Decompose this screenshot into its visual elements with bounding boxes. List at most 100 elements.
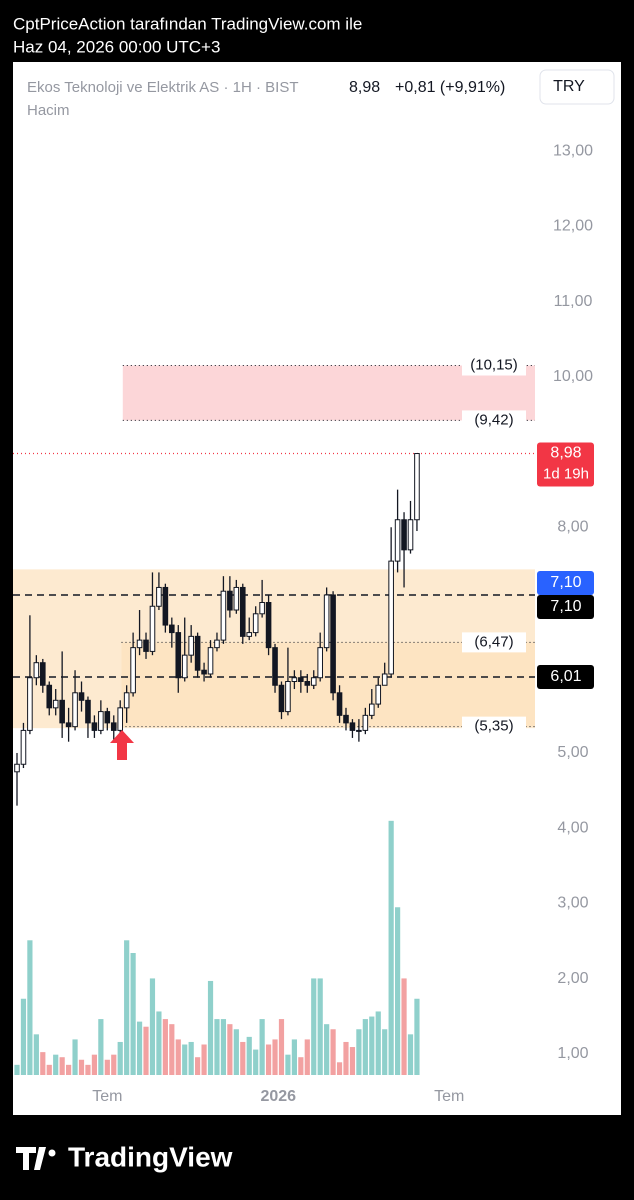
volume-bar bbox=[407, 1034, 414, 1075]
level-label: (10,15) bbox=[470, 356, 518, 373]
candle-body bbox=[188, 635, 194, 656]
candle-body bbox=[91, 722, 98, 731]
volume-bar bbox=[20, 998, 27, 1075]
volume-bar bbox=[265, 1044, 272, 1075]
volume-bar bbox=[175, 1039, 181, 1075]
candle-body bbox=[59, 699, 65, 724]
candle-body bbox=[278, 684, 285, 713]
price-badge-label: 6,01 bbox=[550, 668, 581, 685]
price-badge-label: 7,10 bbox=[550, 598, 581, 615]
zone bbox=[121, 642, 535, 727]
x-tick-label: Tem bbox=[434, 1088, 464, 1105]
price-badge-label: 8,98 bbox=[550, 445, 581, 462]
price-badge bbox=[537, 570, 594, 595]
volume-bar bbox=[40, 1052, 46, 1075]
volume-bar bbox=[182, 1044, 188, 1075]
volume-bar bbox=[66, 1064, 72, 1075]
candle-body bbox=[220, 590, 227, 641]
candle-body bbox=[252, 613, 259, 634]
candle-body bbox=[123, 692, 130, 709]
candle-body bbox=[214, 639, 220, 649]
logo: TradingView bbox=[68, 1141, 233, 1172]
candle-body bbox=[304, 681, 311, 686]
y-tick-label: 4,00 bbox=[557, 819, 588, 836]
volume-bar bbox=[394, 907, 401, 1075]
volume-bar bbox=[227, 1024, 233, 1075]
volume-bar bbox=[330, 1029, 336, 1075]
volume-bar bbox=[324, 1024, 330, 1075]
volume-bar bbox=[14, 1064, 20, 1075]
volume-bar bbox=[104, 1059, 110, 1075]
volume-bar bbox=[156, 1011, 162, 1075]
arrow bbox=[110, 730, 134, 760]
x-tick-label: 2026 bbox=[260, 1088, 296, 1105]
currency[interactable]: TRY bbox=[553, 78, 585, 95]
candle-body bbox=[65, 722, 72, 728]
volume-bar bbox=[343, 1041, 349, 1075]
volume-bar bbox=[169, 1024, 175, 1075]
candle-body bbox=[149, 605, 156, 652]
candle-body bbox=[72, 692, 78, 728]
volume-bar bbox=[304, 1039, 310, 1075]
date: Haz 04, 2026 00:00 UTC+3 bbox=[13, 37, 220, 56]
candle-body bbox=[175, 632, 182, 679]
candle-body bbox=[162, 586, 169, 626]
y-tick-label: 10,00 bbox=[553, 368, 593, 385]
candle-body bbox=[394, 519, 401, 562]
y-tick-label: 5,00 bbox=[557, 744, 588, 761]
volume-bar bbox=[382, 1029, 388, 1075]
level-label: (6,47) bbox=[474, 633, 513, 650]
level-label-bg bbox=[462, 355, 526, 376]
price-badge bbox=[537, 442, 594, 487]
volume-bar bbox=[291, 1039, 297, 1075]
volume-bar bbox=[98, 1019, 104, 1075]
candle-body bbox=[285, 681, 291, 713]
y-tick-label: 2,00 bbox=[557, 970, 588, 987]
volume-bar bbox=[214, 1019, 220, 1075]
y-tick-label: 12,00 bbox=[553, 218, 593, 235]
candle-body bbox=[233, 586, 240, 611]
volume-bar bbox=[401, 978, 407, 1075]
volume-bar bbox=[311, 978, 317, 1075]
volume-bar bbox=[136, 1021, 143, 1075]
volume-bar bbox=[33, 1034, 39, 1075]
candle-body bbox=[169, 624, 175, 634]
volume-bar bbox=[130, 953, 136, 1075]
candle-body bbox=[85, 699, 91, 724]
candle-body bbox=[323, 594, 330, 649]
volume-bar bbox=[362, 1019, 368, 1075]
candle-body bbox=[110, 722, 117, 731]
author: CptPriceAction tarafından TradingView.co… bbox=[13, 14, 362, 33]
candle-body bbox=[272, 647, 278, 686]
logo-dot bbox=[48, 1149, 56, 1157]
candle-body bbox=[130, 647, 136, 694]
volume-bar bbox=[207, 980, 214, 1075]
price-badge-countdown: 1d 19h bbox=[543, 465, 589, 482]
candle-body bbox=[381, 673, 388, 686]
candle-body bbox=[52, 699, 59, 709]
candle-body bbox=[246, 632, 253, 637]
candle-body bbox=[414, 453, 420, 521]
volume-bar bbox=[253, 1049, 259, 1075]
y-tick-label: 3,00 bbox=[557, 895, 588, 912]
price-badge bbox=[537, 664, 594, 689]
volume-bar bbox=[149, 978, 156, 1075]
candle-body bbox=[259, 602, 265, 615]
candle-body bbox=[181, 654, 188, 679]
y-tick-label: 8,00 bbox=[557, 518, 588, 535]
volume-bar bbox=[278, 1019, 285, 1075]
candle-body bbox=[291, 677, 298, 683]
volume-bar bbox=[117, 1041, 123, 1075]
candle-body bbox=[317, 647, 323, 679]
currency-button[interactable] bbox=[539, 69, 615, 105]
logo-icon bbox=[16, 1147, 46, 1170]
candle-body bbox=[265, 602, 272, 649]
candle-body bbox=[362, 714, 369, 731]
volume-bar bbox=[85, 1064, 91, 1075]
candle-body bbox=[401, 519, 407, 551]
volume-bar bbox=[91, 1054, 98, 1075]
candle-body bbox=[40, 662, 46, 686]
candle-body bbox=[343, 714, 349, 724]
volume-bar bbox=[285, 1054, 291, 1075]
